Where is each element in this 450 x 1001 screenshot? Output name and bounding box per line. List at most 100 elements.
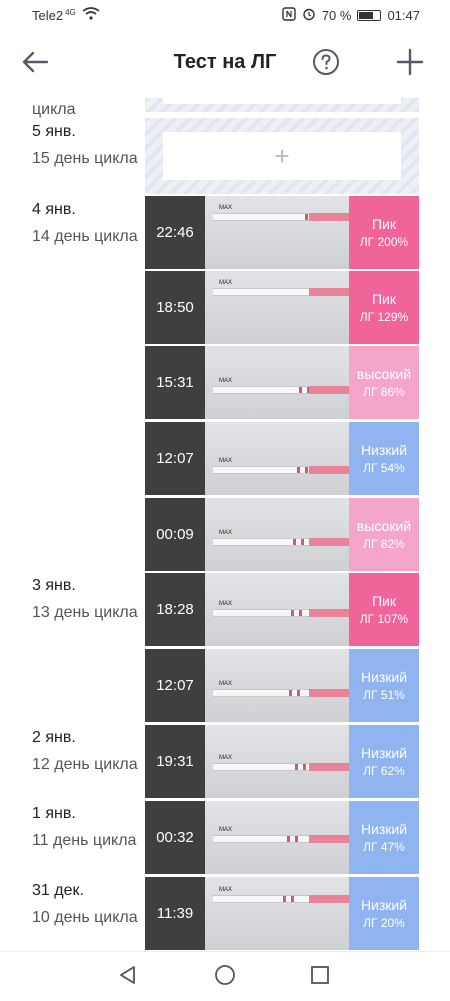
plus-icon: + bbox=[274, 140, 290, 171]
test-row[interactable]: 00:32 MAX Низкий ЛГ 47% bbox=[145, 801, 419, 874]
home-circle-icon bbox=[214, 964, 236, 991]
result-status: Низкий bbox=[360, 669, 408, 685]
result-percent: ЛГ 51% bbox=[363, 688, 405, 702]
day-date: 31 дек. bbox=[32, 882, 84, 899]
result-percent: ЛГ 62% bbox=[363, 764, 405, 778]
day-cycle: 15 день цикла bbox=[32, 150, 138, 167]
result-status: высокий bbox=[356, 366, 412, 382]
result-status: Низкий bbox=[360, 442, 408, 458]
nav-home-button[interactable] bbox=[211, 963, 239, 991]
test-time: 12:07 bbox=[145, 649, 205, 722]
day-cycle: 10 день цикла bbox=[32, 909, 138, 926]
clock: 01:47 bbox=[387, 8, 420, 23]
day-cycle: 14 день цикла bbox=[32, 228, 138, 245]
test-time: 00:32 bbox=[145, 801, 205, 874]
test-strip-photo: MAX bbox=[205, 801, 349, 874]
help-button[interactable] bbox=[306, 44, 346, 84]
day-label: 4 янв. 14 день цикла bbox=[32, 199, 142, 249]
day-label-partial: цикла bbox=[32, 101, 76, 118]
day-date: 1 янв. bbox=[32, 805, 76, 822]
status-bar: Tele2 4G 70 % 01:47 bbox=[0, 0, 450, 30]
add-test-slot[interactable]: + bbox=[145, 118, 419, 194]
day-date: 2 янв. bbox=[32, 729, 76, 746]
day-label: 31 дек. 10 день цикла bbox=[32, 880, 142, 930]
result-percent: ЛГ 54% bbox=[363, 461, 405, 475]
carrier-label: Tele2 bbox=[32, 7, 64, 23]
battery-percent: 70 % bbox=[321, 8, 352, 23]
result-status: Пик bbox=[371, 291, 396, 307]
result-status: высокий bbox=[356, 518, 412, 534]
test-row[interactable]: 00:09 MAX высокий ЛГ 82% bbox=[145, 498, 419, 571]
test-result: Пик ЛГ 129% bbox=[349, 271, 419, 344]
result-status: Низкий bbox=[360, 745, 408, 761]
add-icon bbox=[396, 48, 424, 81]
day-cycle: 11 день цикла bbox=[32, 832, 137, 849]
back-arrow-icon bbox=[21, 50, 49, 79]
test-time: 12:07 bbox=[145, 422, 205, 495]
nav-recents-button[interactable] bbox=[306, 963, 334, 991]
test-strip-photo: MAX bbox=[205, 573, 349, 646]
test-strip-photo: MAX bbox=[205, 346, 349, 419]
test-strip-photo: MAX bbox=[205, 271, 349, 344]
test-time: 15:31 bbox=[145, 346, 205, 419]
test-result: Низкий ЛГ 54% bbox=[349, 422, 419, 495]
system-nav-bar bbox=[0, 951, 450, 1001]
test-result: Низкий ЛГ 51% bbox=[349, 649, 419, 722]
result-percent: ЛГ 129% bbox=[359, 310, 409, 324]
empty-slot-partial bbox=[145, 98, 419, 112]
test-result: высокий ЛГ 82% bbox=[349, 498, 419, 571]
test-time: 11:39 bbox=[145, 877, 205, 950]
test-row[interactable]: 22:46 MAX Пик ЛГ 200% bbox=[145, 196, 419, 269]
test-time: 18:28 bbox=[145, 573, 205, 646]
test-row[interactable]: 15:31 MAX высокий ЛГ 86% bbox=[145, 346, 419, 419]
test-strip-photo: MAX bbox=[205, 498, 349, 571]
recents-square-icon bbox=[309, 964, 331, 991]
day-label: 5 янв. 15 день цикла bbox=[32, 121, 142, 171]
network-label: 4G bbox=[65, 7, 76, 17]
help-icon bbox=[312, 48, 340, 81]
result-percent: ЛГ 20% bbox=[363, 916, 405, 930]
test-result: Пик ЛГ 200% bbox=[349, 196, 419, 269]
nav-back-button[interactable] bbox=[114, 963, 142, 991]
test-row[interactable]: 12:07 MAX Низкий ЛГ 51% bbox=[145, 649, 419, 722]
day-date: 4 янв. bbox=[32, 201, 76, 218]
back-triangle-icon bbox=[117, 964, 139, 991]
result-status: Низкий bbox=[360, 821, 408, 837]
back-button[interactable] bbox=[15, 44, 55, 84]
test-result: Пик ЛГ 107% bbox=[349, 573, 419, 646]
result-percent: ЛГ 82% bbox=[363, 537, 405, 551]
page-title: Тест на ЛГ bbox=[173, 51, 277, 73]
day-label: 2 янв. 12 день цикла bbox=[32, 727, 142, 777]
test-row[interactable]: 12:07 MAX Низкий ЛГ 54% bbox=[145, 422, 419, 495]
test-strip-photo: MAX bbox=[205, 649, 349, 722]
result-status: Пик bbox=[371, 593, 396, 609]
test-row[interactable]: 18:50 MAX Пик ЛГ 129% bbox=[145, 271, 419, 344]
test-row[interactable]: 18:28 MAX Пик ЛГ 107% bbox=[145, 573, 419, 646]
day-label: 1 янв. 11 день цикла bbox=[32, 803, 142, 853]
test-result: Низкий ЛГ 47% bbox=[349, 801, 419, 874]
result-status: Пик bbox=[371, 216, 396, 232]
app-toolbar: Тест на ЛГ bbox=[0, 30, 450, 99]
result-percent: ЛГ 47% bbox=[363, 840, 405, 854]
add-button[interactable] bbox=[390, 44, 430, 84]
result-status: Низкий bbox=[360, 897, 408, 913]
alarm-icon bbox=[302, 7, 316, 24]
test-list[interactable]: цикла 5 янв. 15 день цикла 4 янв. 14 ден… bbox=[0, 98, 450, 951]
test-strip-photo: MAX bbox=[205, 196, 349, 269]
test-result: высокий ЛГ 86% bbox=[349, 346, 419, 419]
test-strip-photo: MAX bbox=[205, 877, 349, 950]
test-strip-photo: MAX bbox=[205, 422, 349, 495]
day-date: 5 янв. bbox=[32, 123, 76, 140]
test-time: 18:50 bbox=[145, 271, 205, 344]
day-cycle: 12 день цикла bbox=[32, 756, 138, 773]
day-date: 3 янв. bbox=[32, 577, 76, 594]
test-result: Низкий ЛГ 62% bbox=[349, 725, 419, 798]
test-time: 19:31 bbox=[145, 725, 205, 798]
day-cycle: 13 день цикла bbox=[32, 604, 138, 621]
test-time: 22:46 bbox=[145, 196, 205, 269]
battery-icon bbox=[357, 10, 382, 21]
result-percent: ЛГ 86% bbox=[363, 385, 405, 399]
result-percent: ЛГ 200% bbox=[359, 235, 409, 249]
test-row[interactable]: 11:39 MAX Низкий ЛГ 20% bbox=[145, 877, 419, 950]
test-row[interactable]: 19:31 MAX Низкий ЛГ 62% bbox=[145, 725, 419, 798]
